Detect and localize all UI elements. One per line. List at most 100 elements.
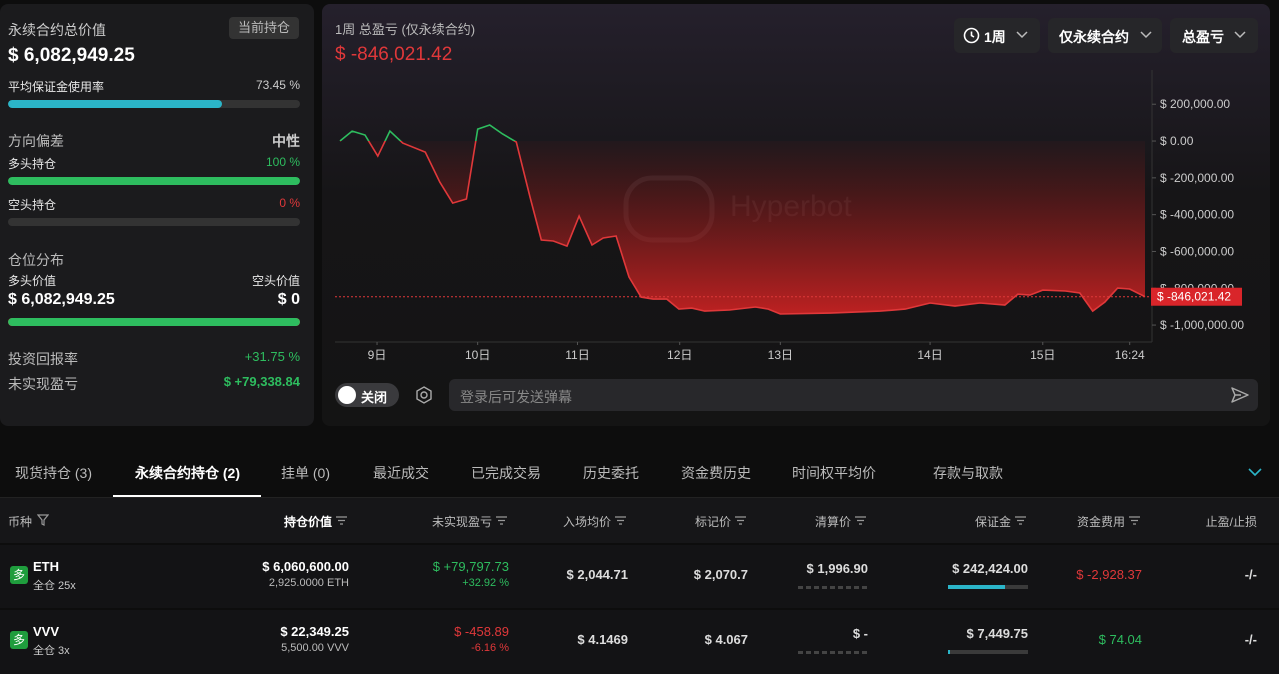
position-value: $ 6,060,600.00 [262, 559, 349, 574]
long-pct-label: 100 % [265, 155, 300, 169]
filter-icon[interactable] [37, 514, 49, 526]
send-icon[interactable] [1230, 385, 1250, 405]
tab[interactable]: 存款与取款 [933, 465, 1003, 481]
sort-icon[interactable] [336, 516, 347, 525]
tab[interactable]: 资金费历史 [681, 465, 751, 481]
roi-value: +31.75 % [244, 349, 300, 364]
sort-icon[interactable] [615, 516, 626, 525]
unrealized-pnl-pct: -6.16 % [471, 642, 509, 654]
long-value: $ 6,082,949.25 [8, 291, 115, 308]
sort-icon[interactable] [735, 516, 746, 525]
margin-usage-label: 73.45 % [255, 78, 300, 92]
active-tab-underline [113, 495, 261, 497]
header-cell: 保证金 [974, 515, 1011, 529]
distribution-title: 仓位分布 [8, 252, 64, 268]
tab[interactable]: 挂单 (0) [281, 465, 330, 481]
x-tick-label: 12日 [667, 348, 692, 362]
header-cell: 币种 [8, 515, 33, 529]
short-title: 空头持仓 [8, 198, 57, 212]
upnl-title: 未实现盈亏 [8, 376, 78, 392]
x-tick-label: 16:24 [1115, 348, 1145, 362]
unrealized-pnl-pct: +32.92 % [462, 577, 509, 589]
margin-usage-title: 平均保证金使用率 [8, 80, 105, 94]
settings-icon[interactable] [414, 385, 434, 405]
margin-track [948, 650, 1028, 654]
total-value: $ 6,082,949.25 [8, 45, 135, 66]
loss-area [340, 141, 1145, 314]
margin-usage-track [8, 100, 300, 108]
tabs-divider [0, 497, 1279, 498]
header-cell: 清算价 [814, 515, 851, 529]
position-size: 5,500.00 VVV [281, 642, 349, 654]
period-dropdown[interactable]: 1周 [954, 18, 1040, 53]
side-badge: 多 [10, 566, 28, 584]
long-track [8, 177, 300, 185]
chart-title: 1周 总盈亏 (仅永续合约) [335, 22, 476, 37]
metric-dropdown[interactable]: 总盈亏 [1170, 18, 1258, 53]
short-value-title: 空头价值 [251, 274, 300, 288]
y-tick-label: $ 0.00 [1160, 134, 1194, 148]
chevron [1234, 31, 1246, 39]
scope-dropdown[interactable]: 仅永续合约 [1048, 18, 1162, 53]
header-cell: 未实现盈亏 [431, 515, 492, 529]
funding-fee: $ 74.04 [1098, 632, 1142, 647]
tp-sl: -/- [1244, 632, 1257, 647]
current-label-bg [1151, 287, 1242, 306]
scope-text: 仅永续合约 [1059, 29, 1129, 45]
unrealized-pnl: $ +79,797.73 [432, 559, 509, 574]
upnl-value: $ +79,338.84 [223, 374, 300, 389]
tab[interactable]: 历史委托 [583, 465, 639, 481]
tab[interactable]: 永续合约持仓 (2) [135, 465, 240, 481]
entry-price: $ 2,044.71 [566, 567, 628, 582]
header-cell: 止盈/止损 [1205, 515, 1257, 529]
side-badge: 多 [10, 631, 28, 649]
symbol: VVV [33, 624, 60, 639]
summary-title: 永续合约总价值 [8, 22, 106, 38]
current-label: $ -846,021.42 [1157, 290, 1231, 304]
mark-price: $ 4.067 [704, 632, 748, 647]
y-tick-label: $ -400,000.00 [1160, 208, 1234, 222]
y-tick-label: $ -600,000.00 [1160, 244, 1234, 258]
chevron [1016, 31, 1028, 39]
margin: $ 242,424.00 [952, 561, 1028, 576]
short-track [8, 218, 300, 226]
table-row [0, 610, 1279, 674]
chat-input[interactable]: 登录后可发送弹幕 [449, 379, 1258, 411]
x-tick-label: 15日 [1030, 348, 1055, 362]
bias-value: 中性 [272, 133, 300, 149]
collapse-chevron[interactable] [1248, 468, 1262, 477]
holding-badge[interactable]: 当前持仓 [229, 17, 299, 39]
mark-price: $ 2,070.7 [693, 567, 748, 582]
summary-panel [0, 4, 314, 426]
margin-mode: 全仓 3x [33, 645, 70, 657]
pnl-chart: Hyperbot$ 200,000.00$ 0.00$ -200,000.00$… [335, 70, 1244, 362]
chat-placeholder: 登录后可发送弹幕 [460, 389, 572, 405]
bias-title: 方向偏差 [8, 133, 64, 149]
table-row [0, 545, 1279, 608]
sort-icon[interactable] [1015, 516, 1026, 525]
sort-icon[interactable] [855, 516, 866, 525]
x-tick-label: 13日 [768, 348, 793, 362]
header-cell: 标记价 [694, 515, 731, 529]
sort-icon[interactable] [1129, 516, 1140, 525]
chevron [1140, 31, 1152, 39]
liquidation-price: $ - [852, 626, 868, 641]
header-cell: 入场均价 [562, 515, 611, 529]
tab[interactable]: 现货持仓 (3) [15, 465, 92, 481]
short-pct-label: 0 % [279, 196, 300, 210]
pnl-line-negative [340, 141, 1146, 315]
x-tick-label: 11日 [565, 348, 589, 362]
toggle[interactable]: 关闭 [335, 383, 399, 407]
tab[interactable]: 最近成交 [373, 465, 429, 481]
x-tick-label: 9日 [368, 348, 387, 362]
long-bar [8, 177, 300, 185]
x-tick-label: 10日 [465, 348, 490, 362]
sort-icon[interactable] [496, 516, 507, 525]
position-size: 2,925.0000 ETH [268, 577, 349, 589]
tab[interactable]: 已完成交易 [471, 465, 541, 481]
x-tick-label: 14日 [917, 348, 942, 362]
period-text: 1周 [984, 29, 1006, 45]
toggle-knob [338, 386, 356, 404]
tab[interactable]: 时间权平均价 [792, 465, 876, 481]
